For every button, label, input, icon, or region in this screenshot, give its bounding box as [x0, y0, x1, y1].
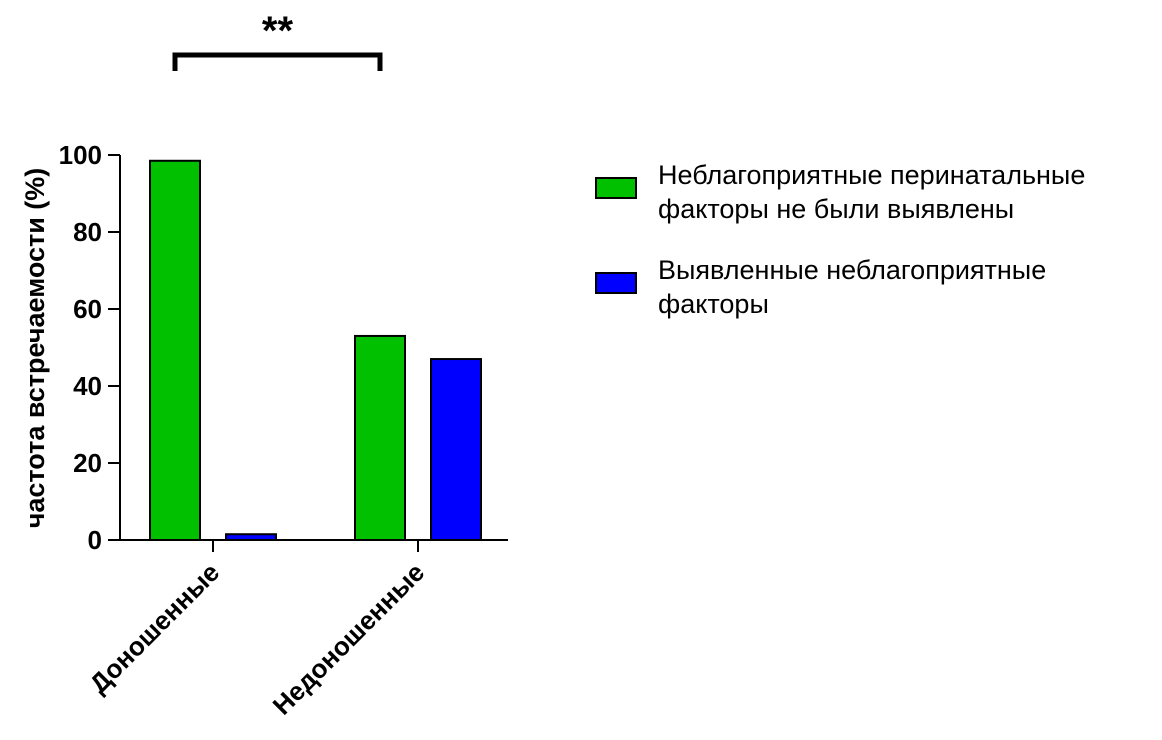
legend-label-1-line-1: Неблагоприятные перинатальные [658, 160, 1085, 190]
x-tick-label-2: Недоношенные [267, 557, 431, 721]
legend-swatch-1 [595, 177, 637, 199]
legend-label-2-line-1: Выявленные неблагоприятные [658, 255, 1046, 285]
legend-label-1-line-2: факторы не были выявлены [658, 194, 1014, 224]
bars-group [149, 159, 482, 542]
legend-swatch-2 [595, 272, 637, 294]
significance-annotation: ** [172, 9, 383, 71]
legend: Неблагоприятные перинатальные факторы не … [595, 160, 1085, 319]
y-tick-label-60: 60 [73, 294, 102, 324]
legend-label-2: Выявленные неблагоприятные факторы [658, 255, 1046, 319]
significance-label: ** [262, 9, 294, 53]
y-tick-label-100: 100 [59, 140, 102, 170]
y-axis-label: частота встречаемости (%) [20, 168, 50, 529]
legend-label-1: Неблагоприятные перинатальные факторы не … [658, 160, 1085, 224]
bar-2-2 [430, 358, 482, 541]
legend-label-2-line-2: факторы [658, 289, 769, 319]
x-tick-label-1: Доношенные [83, 557, 225, 699]
y-tick-label-20: 20 [73, 448, 102, 478]
bar-1-2 [354, 334, 406, 542]
y-tick-label-0: 0 [88, 525, 102, 555]
y-tick-label-80: 80 [73, 217, 102, 247]
y-tick-label-40: 40 [73, 371, 102, 401]
significance-bracket [172, 52, 383, 71]
bar-1-1 [149, 159, 201, 541]
